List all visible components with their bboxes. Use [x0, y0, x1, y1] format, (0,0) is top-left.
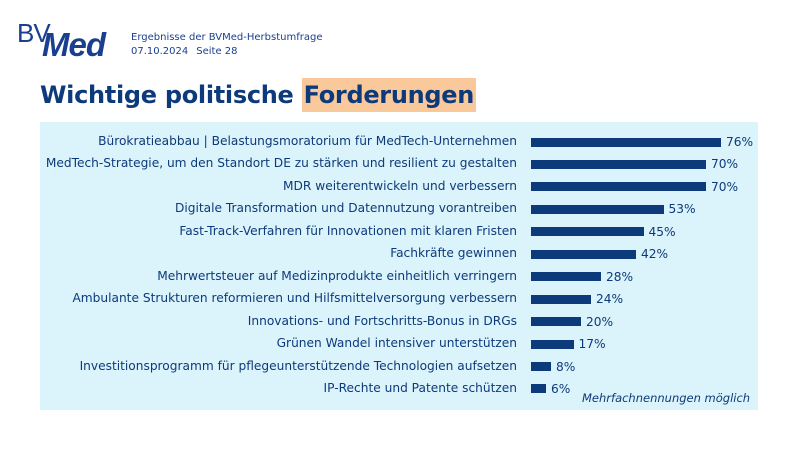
bar	[531, 182, 706, 192]
category-label: Fast-Track-Verfahren für Innovationen mi…	[179, 223, 517, 238]
title-text: Wichtige politische	[40, 81, 294, 109]
value-label: 8%	[556, 359, 576, 374]
bar	[531, 362, 551, 371]
bar	[531, 294, 591, 304]
category-label: Bürokratieabbau | Belastungsmoratorium f…	[98, 134, 517, 148]
logo-med: Med	[42, 26, 106, 63]
value-label: 20%	[586, 314, 614, 329]
category-label: Innovations- und Fortschritts-Bonus in D…	[247, 313, 517, 328]
bar	[531, 317, 581, 327]
value-label: 17%	[578, 337, 606, 352]
category-label: IP-Rechte und Patente schützen	[323, 380, 517, 395]
category-label: Digitale Transformation und Datennutzung…	[174, 201, 517, 216]
survey-name: Ergebnisse der BVMed-Herbstumfrage	[131, 32, 323, 43]
category-label: MedTech-Strategie, um den Standort DE zu…	[45, 156, 517, 171]
chart-panel	[40, 122, 758, 410]
bar	[531, 339, 574, 349]
bar	[531, 272, 601, 282]
bar	[531, 249, 636, 259]
page-title: Wichtige politische Forderungen	[40, 78, 477, 112]
value-label: 76%	[726, 135, 754, 149]
chart-annotation: Mehrfachnennungen möglich	[582, 391, 751, 405]
value-label: 42%	[641, 247, 669, 262]
value-label: 45%	[648, 224, 676, 239]
value-label: 70%	[711, 179, 739, 194]
bar	[531, 159, 706, 169]
date: 07.10.2024	[131, 46, 189, 57]
category-label: MDR weiterentwickeln und verbessern	[282, 178, 517, 193]
category-label: Mehrwertsteuer auf Medizinprodukte einhe…	[157, 268, 517, 283]
bvmed-logo: BV Med	[17, 18, 122, 63]
value-label: 6%	[551, 381, 571, 396]
logo-bv: BV	[17, 18, 51, 48]
header-subtitle: Ergebnisse der BVMed-Herbstumfrage 07.10…	[131, 31, 323, 59]
value-label: 28%	[606, 269, 634, 284]
value-label: 53%	[668, 202, 696, 217]
bar	[531, 137, 721, 147]
category-label: Ambulante Strukturen reformieren und Hil…	[72, 291, 517, 306]
value-label: 24%	[596, 292, 624, 307]
bar	[531, 227, 644, 237]
category-label: Grünen Wandel intensiver unterstützen	[276, 336, 517, 351]
category-label: Fachkräfte gewinnen	[390, 246, 517, 261]
title-highlight: Forderungen	[301, 78, 477, 112]
page-number: Seite 28	[196, 46, 238, 57]
value-label: 70%	[711, 157, 739, 172]
bar	[531, 384, 546, 394]
bar	[531, 204, 664, 214]
category-label: Investitionsprogramm für pflegeunterstüt…	[79, 358, 517, 373]
